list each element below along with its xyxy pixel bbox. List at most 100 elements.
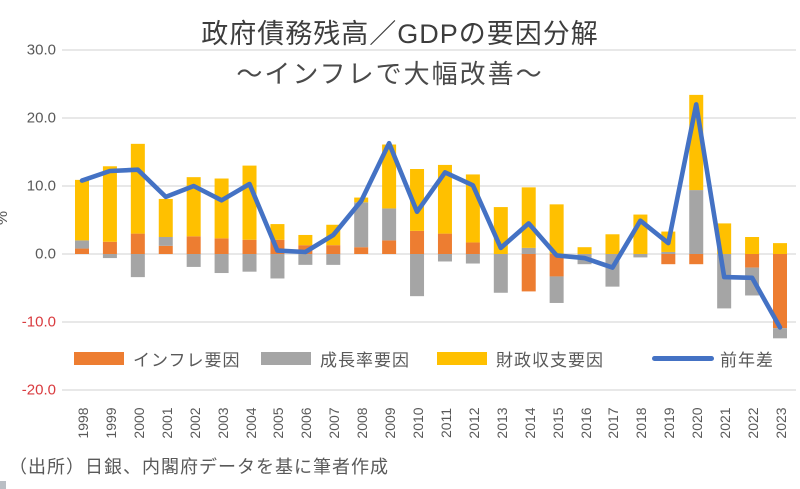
bar-2021-成長率要因 — [717, 254, 732, 309]
y-axis-title: % — [0, 211, 12, 225]
x-tick-label-1999: 1999 — [102, 407, 119, 439]
bar-2002-インフレ要因 — [186, 236, 201, 254]
bar-2010-成長率要因 — [410, 254, 425, 297]
legend-label-line: 前年差 — [720, 350, 774, 370]
x-tick-label-2002: 2002 — [186, 407, 203, 439]
bar-2006-成長率要因 — [298, 254, 313, 265]
bar-2014-成長率要因 — [521, 247, 536, 254]
bar-2002-財政収支要因 — [186, 177, 201, 237]
bar-2008-成長率要因 — [354, 202, 369, 248]
bar-2020-成長率要因 — [689, 190, 704, 254]
bar-2019-インフレ要因 — [661, 254, 676, 265]
bar-1998-財政収支要因 — [75, 179, 89, 241]
bar-2005-財政収支要因 — [270, 224, 285, 240]
y-tick-label-10: 10.0 — [26, 177, 56, 195]
bar-2000-インフレ要因 — [130, 233, 145, 254]
x-tick-label-2009: 2009 — [382, 407, 399, 439]
bar-1999-成長率要因 — [102, 254, 117, 259]
bar-2023-成長率要因 — [773, 328, 787, 339]
bar-2007-成長率要因 — [326, 254, 341, 265]
x-tick-label-2022: 2022 — [745, 407, 762, 439]
bar-2009-成長率要因 — [382, 208, 397, 241]
chart-legend: インフレ要因 成長率要因 財政収支要因 前年差 — [0, 344, 800, 372]
bar-2015-財政収支要因 — [549, 204, 564, 254]
bar-2011-財政収支要因 — [437, 164, 452, 234]
legend-label-inflation: インフレ要因 — [133, 350, 241, 370]
bar-2014-インフレ要因 — [521, 254, 536, 292]
bar-2023-インフレ要因 — [773, 254, 787, 329]
bar-2001-インフレ要因 — [158, 245, 173, 254]
bar-2017-財政収支要因 — [605, 234, 620, 254]
x-tick-label-2006: 2006 — [298, 407, 315, 439]
y-tick-label--10: -10.0 — [21, 313, 56, 331]
bar-2011-インフレ要因 — [437, 233, 452, 254]
x-tick-label-2016: 2016 — [577, 407, 594, 439]
bar-1998-インフレ要因 — [75, 248, 89, 254]
x-tick-label-2004: 2004 — [242, 407, 259, 439]
bar-2016-財政収支要因 — [577, 247, 592, 254]
bar-2000-成長率要因 — [130, 254, 145, 278]
x-tick-label-2003: 2003 — [214, 407, 231, 439]
x-tick-label-2014: 2014 — [521, 407, 538, 439]
bar-1999-インフレ要因 — [102, 241, 117, 254]
x-tick-label-2020: 2020 — [689, 407, 706, 439]
bar-2008-インフレ要因 — [354, 247, 369, 254]
x-tick-label-1998: 1998 — [75, 407, 91, 439]
x-tick-label-2001: 2001 — [158, 407, 175, 439]
fiscal-swatch-icon — [437, 351, 487, 365]
legend-label-growth: 成長率要因 — [320, 350, 410, 370]
line-swatch-icon — [652, 355, 714, 361]
bar-2009-財政収支要因 — [382, 144, 397, 209]
legend-item-growth: 成長率要因 — [261, 344, 410, 372]
x-tick-label-2012: 2012 — [465, 407, 482, 439]
bar-1998-成長率要因 — [75, 240, 89, 249]
y-tick-label-0: 0.0 — [35, 245, 56, 263]
bar-2003-成長率要因 — [214, 254, 229, 274]
bar-2000-財政収支要因 — [130, 143, 145, 234]
bar-2007-インフレ要因 — [326, 245, 341, 254]
bar-2006-財政収支要因 — [298, 234, 313, 246]
chart-title: 政府債務残高／GDPの要因分解 — [201, 19, 599, 49]
bar-2011-成長率要因 — [437, 254, 452, 262]
x-tick-label-2017: 2017 — [605, 407, 622, 439]
bar-2005-成長率要因 — [270, 254, 285, 279]
scrollbar-artifact — [0, 481, 6, 489]
x-tick-label-2008: 2008 — [354, 407, 371, 439]
x-tick-label-2010: 2010 — [410, 407, 427, 439]
bar-2009-インフレ要因 — [382, 240, 397, 254]
chart-subtitle: 〜インフレで大幅改善〜 — [236, 59, 544, 89]
bar-2014-財政収支要因 — [521, 187, 536, 248]
line-series-前年差 — [79, 102, 783, 330]
x-tick-label-2019: 2019 — [661, 407, 678, 439]
bar-2022-インフレ要因 — [745, 254, 760, 268]
inflation-swatch-icon — [74, 351, 124, 365]
bar-2022-財政収支要因 — [745, 237, 760, 254]
bar-2001-成長率要因 — [158, 237, 173, 246]
source-note: （出所）日銀、内閣府データを基に筆者作成 — [9, 457, 389, 477]
x-tick-label-2021: 2021 — [717, 407, 734, 439]
bar-2004-成長率要因 — [242, 254, 257, 272]
bar-2003-インフレ要因 — [214, 238, 229, 254]
growth-swatch-icon — [261, 351, 311, 365]
x-tick-label-2005: 2005 — [270, 407, 287, 439]
x-tick-label-2018: 2018 — [633, 407, 650, 439]
y-tick-label-20: 20.0 — [26, 109, 56, 127]
x-tick-label-2011: 2011 — [437, 407, 454, 439]
bar-2013-成長率要因 — [493, 254, 508, 293]
bar-2001-財政収支要因 — [158, 198, 173, 237]
bar-2020-インフレ要因 — [689, 254, 704, 265]
bar-2012-インフレ要因 — [465, 242, 480, 254]
bar-2010-財政収支要因 — [410, 169, 425, 231]
bar-2010-インフレ要因 — [410, 230, 425, 254]
y-tick-label-30: 30.0 — [26, 41, 56, 59]
bar-2018-成長率要因 — [633, 254, 648, 258]
x-tick-label-2000: 2000 — [130, 407, 147, 439]
legend-item-line: 前年差 — [652, 344, 774, 372]
bar-2015-成長率要因 — [549, 276, 564, 303]
bar-2004-インフレ要因 — [242, 239, 257, 254]
bar-2012-成長率要因 — [465, 254, 480, 264]
bar-2003-財政収支要因 — [214, 178, 229, 239]
x-tick-label-2007: 2007 — [326, 407, 343, 439]
bar-1999-財政収支要因 — [102, 166, 117, 242]
